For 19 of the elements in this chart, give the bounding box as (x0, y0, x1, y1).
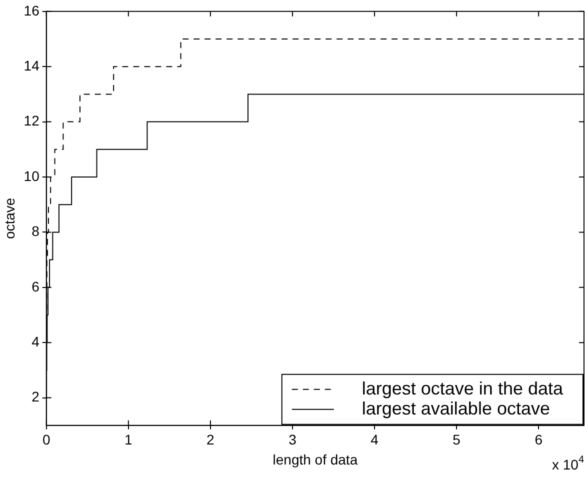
x-tick-label: 4 (370, 432, 379, 448)
y-tick-label: 16 (24, 2, 40, 18)
y-tick-label: 2 (32, 388, 40, 405)
x-tick-label: 3 (288, 432, 297, 448)
legend-label: largest available octave (362, 398, 550, 418)
y-tick-label: 10 (24, 168, 40, 184)
y-tick-label: 4 (32, 333, 40, 350)
legend-label: largest octave in the data (362, 378, 564, 398)
y-tick-label: 6 (32, 278, 40, 294)
y-axis-title: octave (1, 198, 18, 240)
x-tick-label: 5 (452, 432, 461, 448)
x-tick-label: 2 (206, 432, 215, 448)
y-tick-label: 14 (24, 57, 40, 74)
x-tick-label: 0 (42, 432, 50, 448)
x-tick-label: 1 (124, 432, 133, 448)
y-tick-label: 8 (32, 223, 40, 240)
x-axis-title: length of data (272, 451, 358, 468)
x-tick-label: 6 (534, 432, 543, 448)
y-tick-label: 12 (24, 112, 40, 129)
